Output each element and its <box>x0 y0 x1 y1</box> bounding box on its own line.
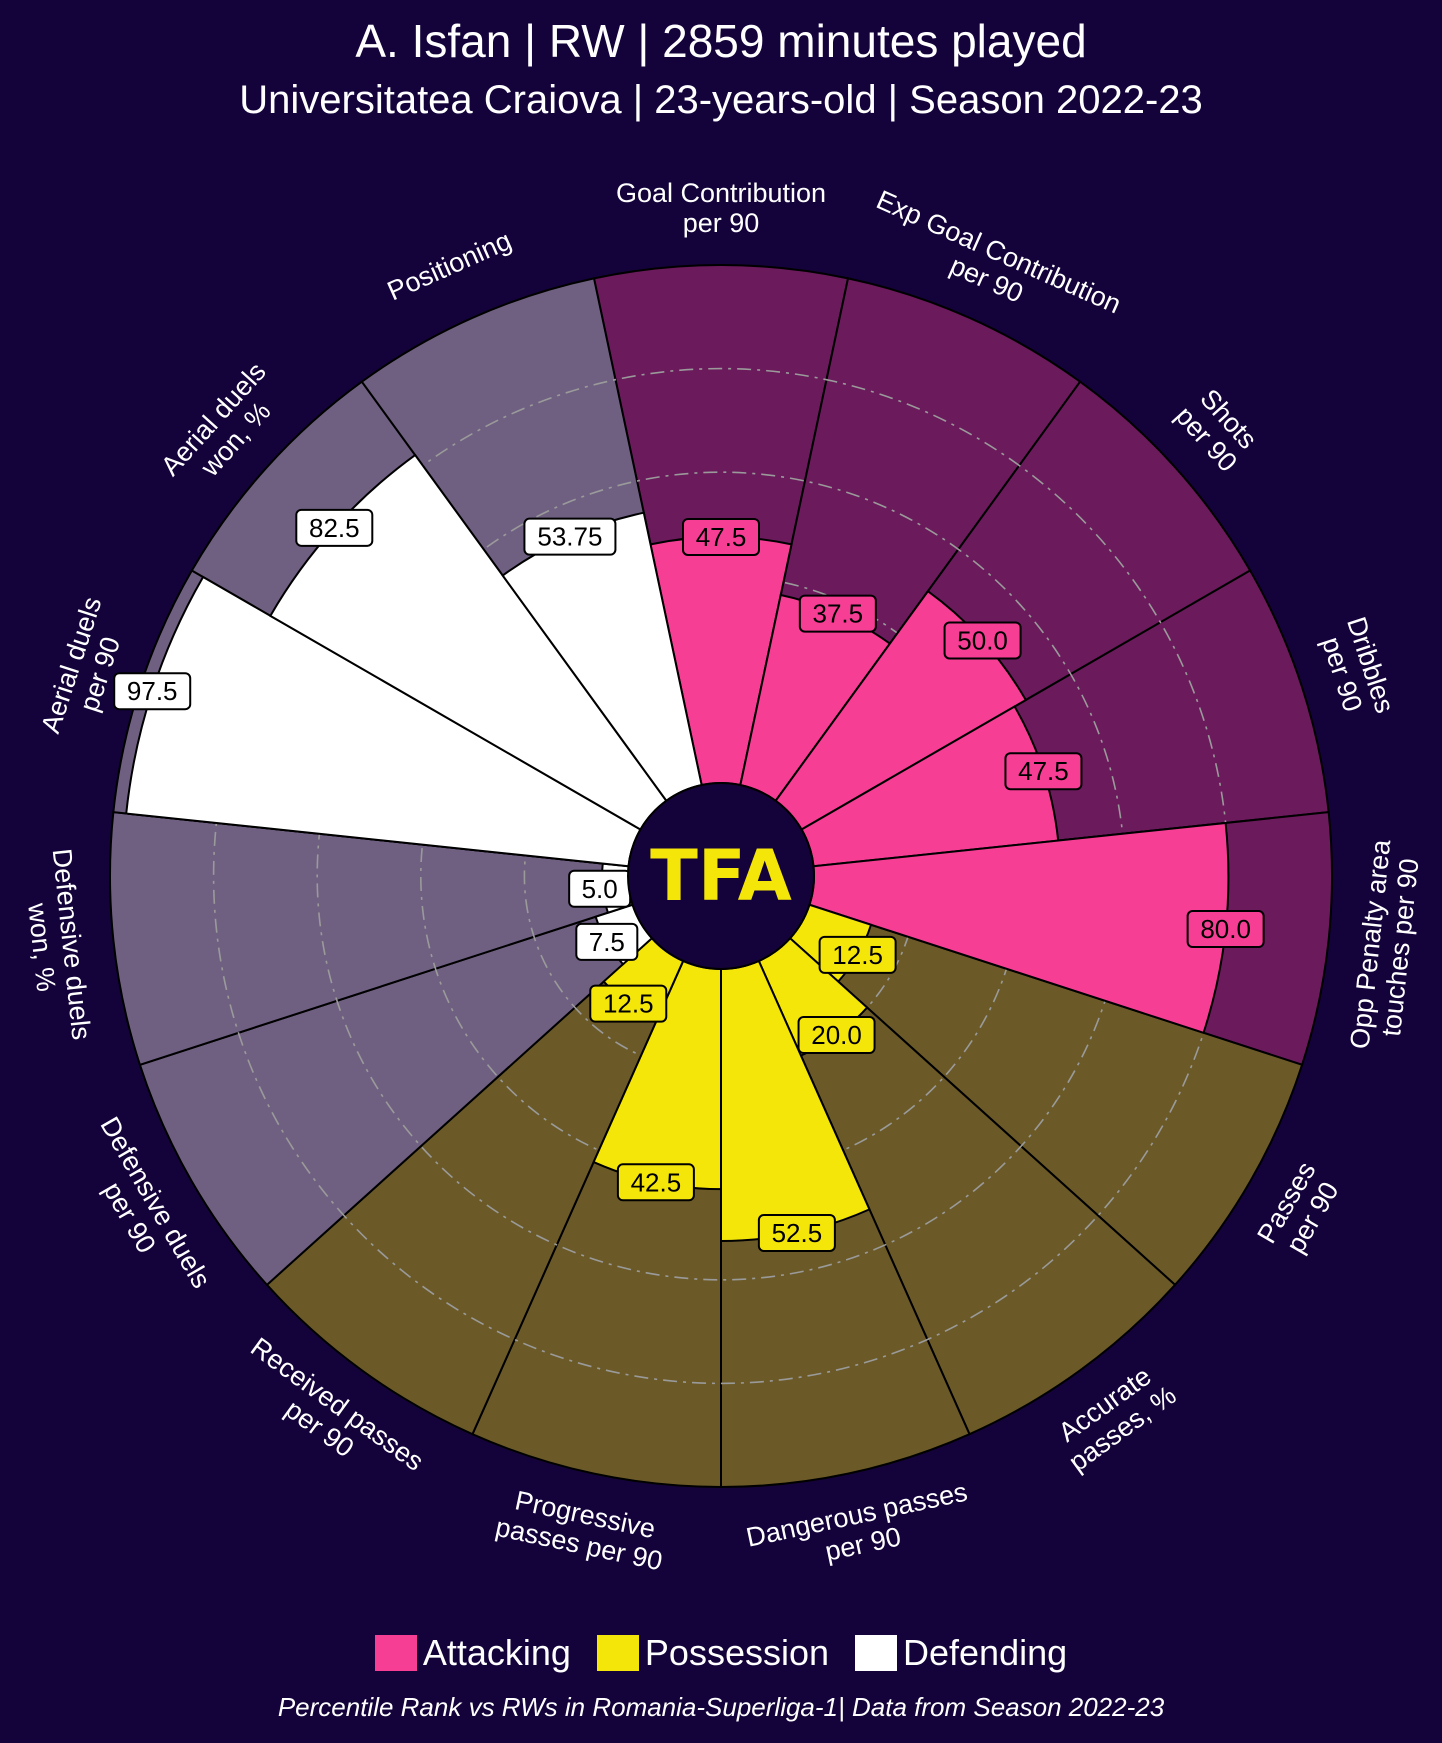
value-label-box <box>589 984 668 1023</box>
category-label-line: Positioning <box>383 225 516 306</box>
category-label: Positioning <box>383 225 516 306</box>
value-label: 5.0 <box>568 869 632 908</box>
legend-label: Defending <box>903 1632 1068 1673</box>
legend-swatch-possession <box>596 1635 639 1671</box>
category-label: Progressivepasses per 90 <box>493 1482 671 1576</box>
category-label: Shotsper 90 <box>1170 380 1266 477</box>
legend-item-possession: Possession <box>596 1632 830 1674</box>
legend-label: Attacking <box>422 1632 571 1673</box>
value-label-box <box>1186 910 1265 949</box>
category-label: Passesper 90 <box>1251 1157 1347 1264</box>
legend-label: Possession <box>644 1632 830 1673</box>
value-label-box <box>295 508 374 547</box>
value-label: 52.5 <box>757 1213 836 1252</box>
category-label: Dribblesper 90 <box>1312 613 1400 726</box>
category-label: Aerial duelsper 90 <box>35 593 136 746</box>
value-label-box <box>798 594 877 633</box>
value-label: 97.5 <box>113 672 192 711</box>
value-label-text: 42.5 <box>631 1167 682 1197</box>
value-label-text: 12.5 <box>603 989 654 1019</box>
category-label-line: Goal Contribution <box>616 178 826 208</box>
value-label-box <box>943 621 1022 660</box>
value-label-box <box>113 672 192 711</box>
value-label-text: 47.5 <box>696 522 747 552</box>
center-circle <box>627 782 815 970</box>
value-label: 47.5 <box>1004 752 1083 791</box>
chart-subtitle: Universitatea Craiova | 23-years-old | S… <box>239 78 1203 122</box>
value-label-text: 97.5 <box>127 676 178 706</box>
value-label-box <box>757 1213 836 1252</box>
value-label-text: 50.0 <box>957 625 1008 655</box>
category-label: Dangerous passesper 90 <box>744 1477 977 1582</box>
value-label: 50.0 <box>943 621 1022 660</box>
legend-swatch-defending <box>855 1635 898 1671</box>
value-label: 53.75 <box>523 517 617 556</box>
value-label-text: 82.5 <box>309 513 360 543</box>
value-label-box <box>616 1163 695 1202</box>
value-label-text: 37.5 <box>813 599 864 629</box>
legend-item-defending: Defending <box>855 1632 1067 1674</box>
footer-note: Percentile Rank vs RWs in Romania-Superl… <box>277 1692 1165 1722</box>
value-label: 80.0 <box>1186 910 1265 949</box>
value-label-text: 7.5 <box>589 927 625 957</box>
value-label-box <box>682 517 760 556</box>
value-label: 20.0 <box>797 1016 876 1055</box>
value-label-text: 12.5 <box>832 940 883 970</box>
chart-title: A. Isfan | RW | 2859 minutes played <box>355 15 1087 67</box>
category-label: Opp Penalty areatouches per 90 <box>1345 837 1427 1053</box>
legend-item-attacking: Attacking <box>374 1632 571 1674</box>
value-label-text: 47.5 <box>1018 756 1069 786</box>
value-label-box <box>818 935 897 974</box>
value-label-box <box>797 1016 876 1055</box>
value-labels: 47.5 37.5 50.0 47.5 80.0 12.5 20.0 52.5 42.5 12.5… <box>113 508 1265 1252</box>
value-label: 47.5 <box>682 517 760 556</box>
legend-swatch-attacking <box>374 1635 417 1671</box>
tfa-logo: TFA <box>650 835 792 917</box>
value-label-text: 80.0 <box>1200 914 1251 944</box>
value-label-text: 20.0 <box>811 1020 862 1050</box>
value-label: 82.5 <box>295 508 374 547</box>
category-label-line: per 90 <box>683 208 760 238</box>
value-label: 7.5 <box>575 922 639 961</box>
value-label: 42.5 <box>616 1163 695 1202</box>
category-label: Defensive duelswon, % <box>17 847 97 1044</box>
value-label-box <box>575 922 639 961</box>
value-label: 37.5 <box>798 594 877 633</box>
value-label: 12.5 <box>589 984 668 1023</box>
value-label-text: 53.75 <box>537 522 602 552</box>
legend: Attacking Possession Defending <box>0 1632 1442 1674</box>
value-label-box <box>523 517 617 556</box>
category-label: Goal Contribution per 90 <box>616 178 826 238</box>
value-label-text: 52.5 <box>772 1218 823 1248</box>
value-label-text: 5.0 <box>582 874 618 904</box>
value-label-box <box>1004 752 1083 791</box>
value-label: 12.5 <box>818 935 897 974</box>
